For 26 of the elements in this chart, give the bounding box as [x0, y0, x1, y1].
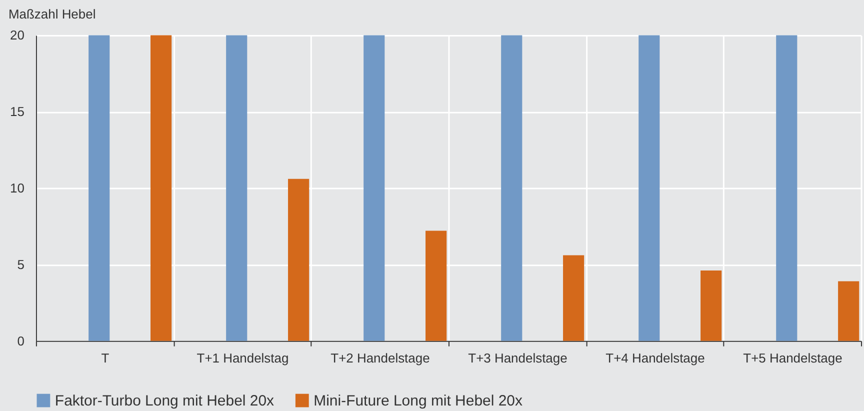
bar: [150, 35, 172, 341]
x-tick-label: T+5 Handelstage: [743, 350, 842, 366]
bar: [700, 270, 722, 341]
bar: [838, 281, 860, 341]
legend-label: Faktor-Turbo Long mit Hebel 20x: [54, 392, 275, 410]
x-tick-label: T+3 Handelstage: [468, 350, 568, 366]
bar: [426, 230, 447, 341]
legend-label: Mini-Future Long mit Hebel 20x: [314, 392, 523, 410]
x-tick-label: T+4 Handelstage: [606, 350, 705, 366]
bar: [501, 35, 522, 341]
y-tick-label: 0: [17, 333, 24, 348]
x-tick-label: T+2 Handelstage: [330, 350, 430, 366]
bar: [563, 255, 584, 341]
bar: [364, 35, 385, 341]
y-tick-label: 5: [17, 256, 24, 272]
bar: [226, 35, 248, 341]
bar: [776, 35, 798, 341]
x-tick-label: T+1 Handelstag: [196, 350, 289, 366]
bar: [88, 35, 110, 341]
bar: [288, 178, 310, 341]
bar: [638, 35, 660, 341]
x-tick-label: T: [101, 350, 110, 366]
y-tick-label: 10: [10, 180, 24, 196]
y-tick-label: 20: [10, 28, 24, 43]
y-tick-label: 15: [10, 104, 24, 120]
y-axis-title: Maßzahl Hebel: [8, 6, 96, 22]
